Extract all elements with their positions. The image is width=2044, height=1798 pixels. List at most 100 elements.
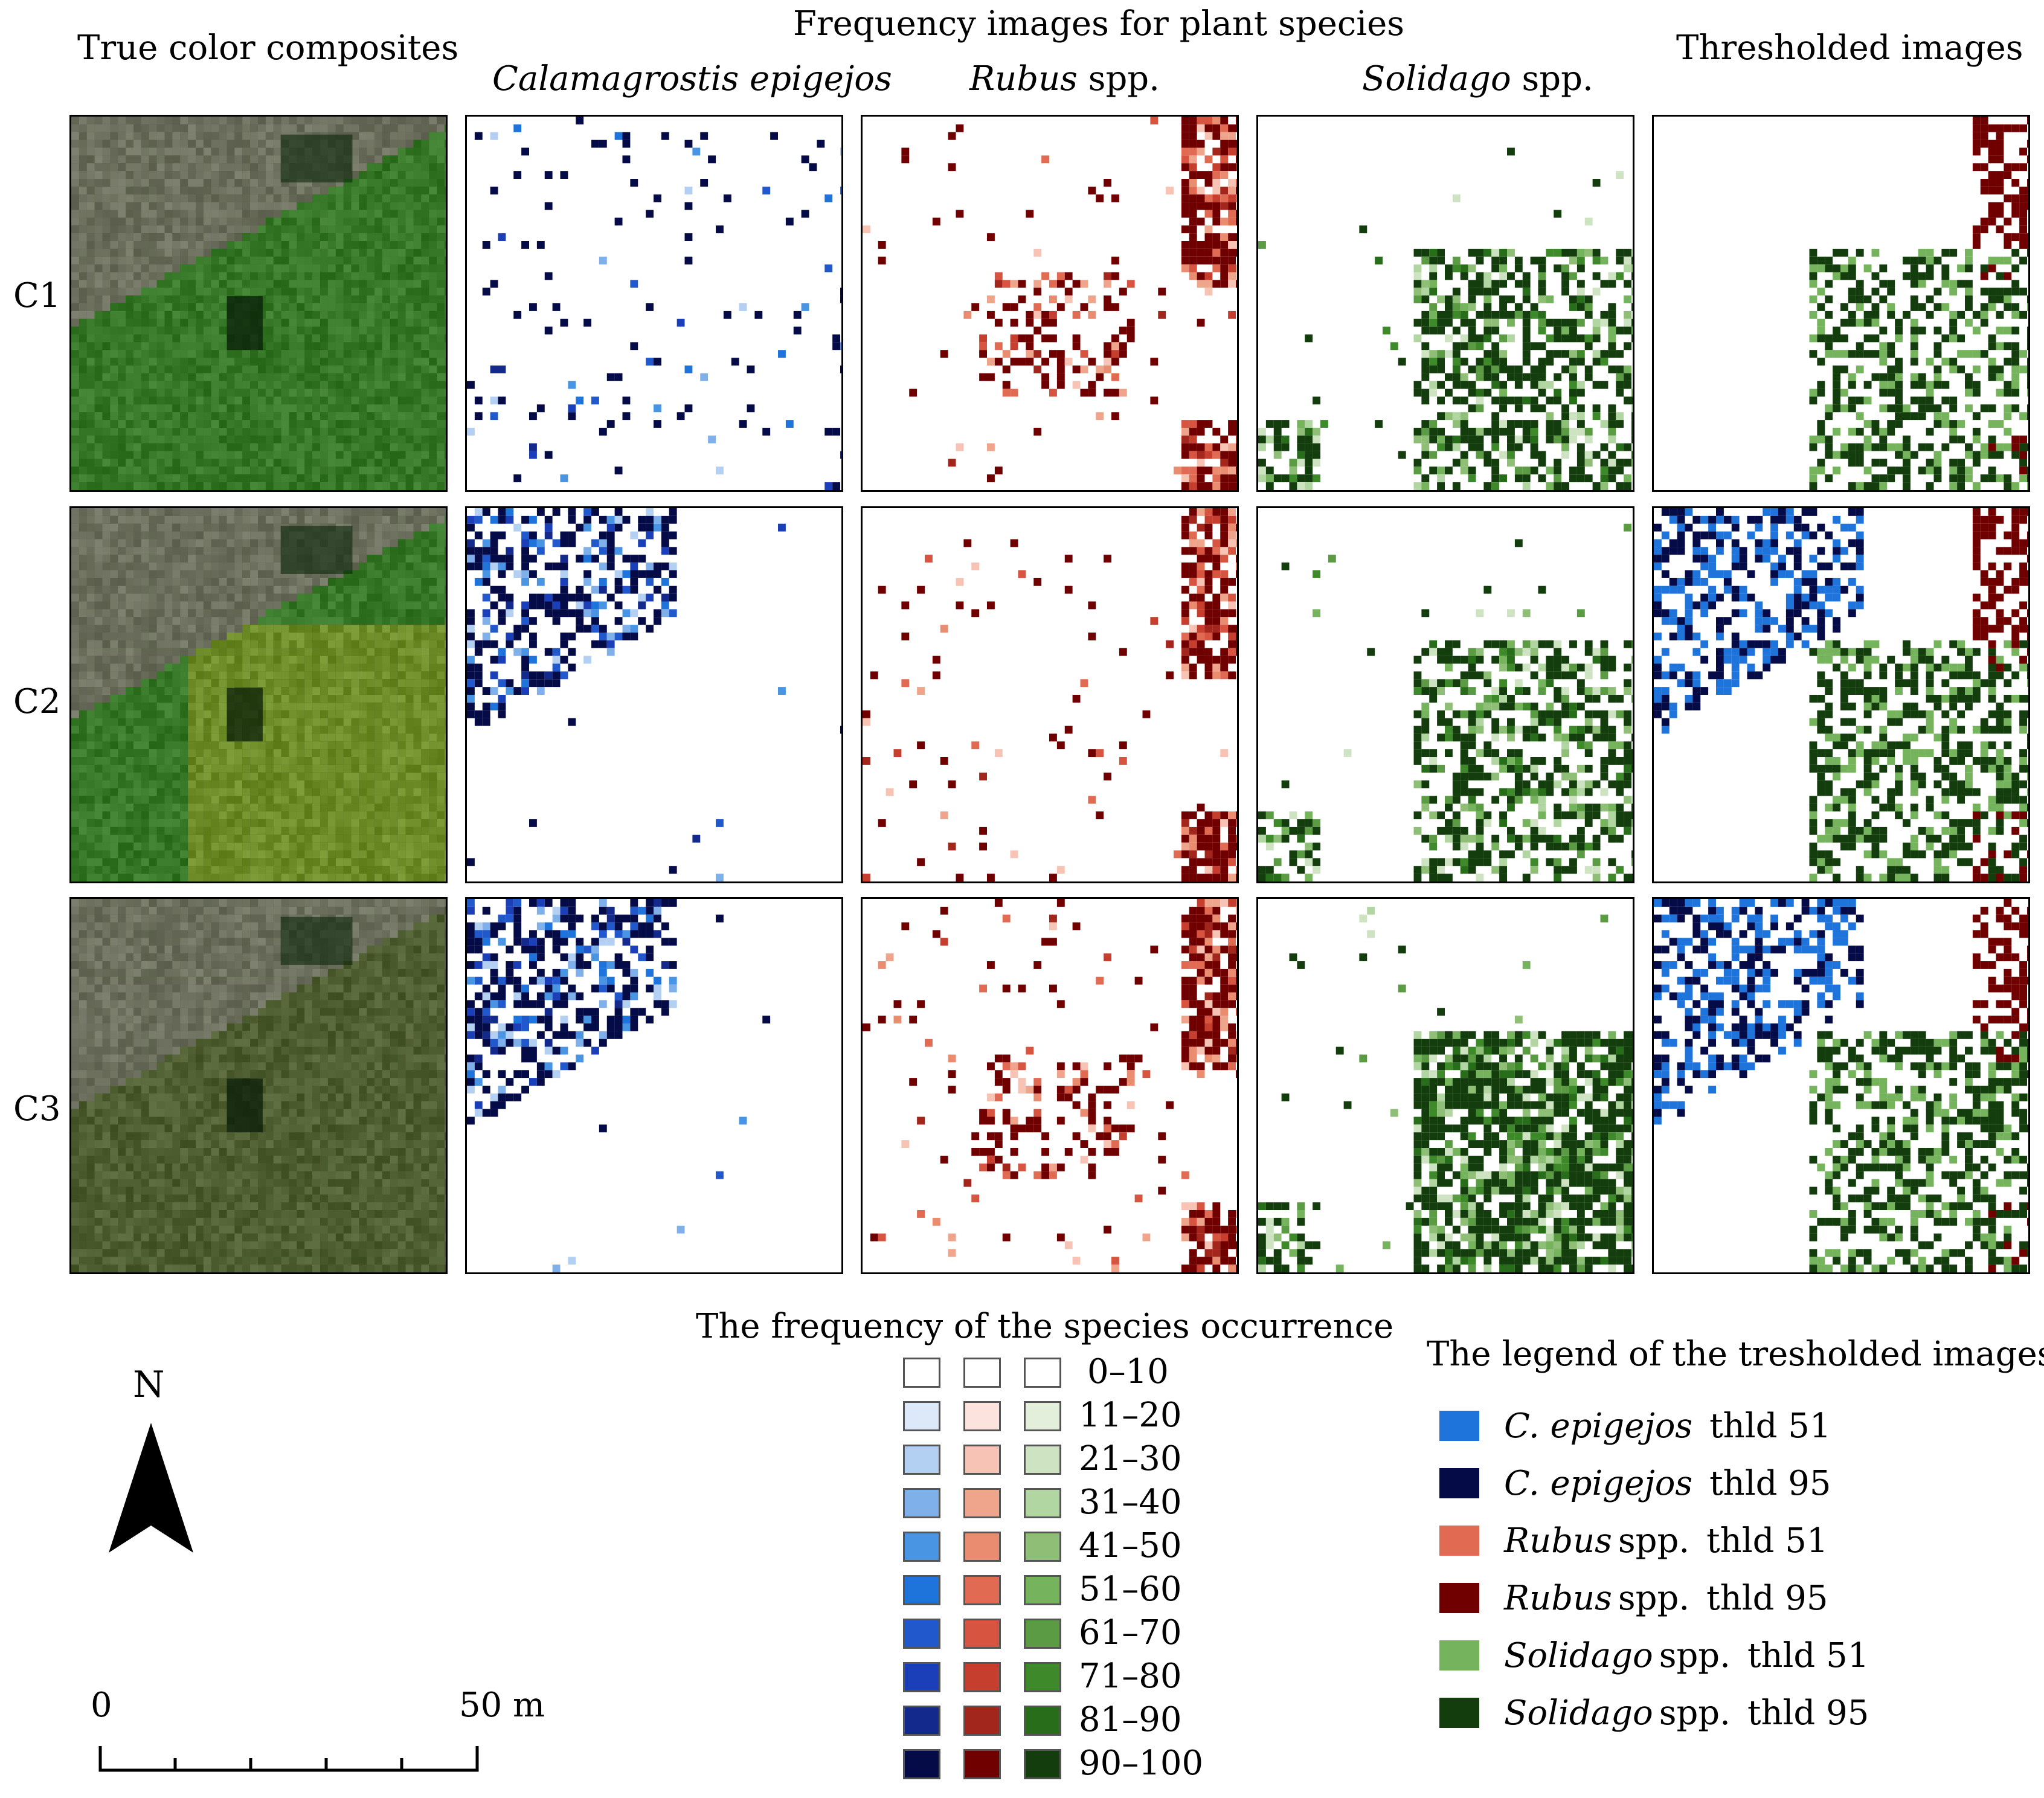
raster-cell	[1980, 303, 1988, 311]
raster-cell	[172, 272, 181, 280]
raster-cell	[79, 373, 87, 381]
raster-cell	[86, 396, 95, 405]
raster-cell	[289, 186, 297, 195]
raster-cell	[374, 474, 383, 483]
raster-cell	[1996, 155, 2004, 164]
raster-cell	[79, 656, 87, 664]
raster-cell	[1212, 202, 1221, 210]
raster-cell	[203, 547, 211, 555]
raster-cell	[544, 202, 553, 210]
raster-cell	[141, 366, 149, 373]
raster-cell	[1988, 210, 1996, 218]
raster-cell	[1220, 482, 1229, 490]
raster-cell	[1189, 272, 1197, 280]
raster-cell	[133, 404, 141, 413]
raster-cell	[421, 420, 429, 428]
raster-cell	[367, 272, 375, 280]
raster-cell	[250, 396, 259, 405]
raster-cell	[118, 124, 126, 132]
raster-cell	[421, 186, 429, 195]
raster-cell	[133, 155, 141, 164]
raster-cell	[133, 210, 141, 218]
raster-cell	[312, 326, 321, 335]
raster-cell	[1910, 412, 1918, 420]
raster-cell	[2011, 163, 2020, 172]
raster-cell	[86, 350, 95, 358]
raster-cell	[94, 663, 103, 672]
raster-cell	[164, 350, 173, 358]
raster-cell	[188, 459, 196, 467]
raster-cell	[1972, 459, 1981, 467]
raster-cell	[429, 640, 437, 648]
col-title-rubus: Rubus spp.	[969, 62, 1160, 96]
raster-cell	[149, 466, 157, 475]
raster-cell	[1111, 373, 1119, 381]
raster-cell	[118, 443, 126, 451]
raster-cell	[273, 140, 281, 148]
raster-cell	[437, 570, 445, 578]
raster-cell	[1236, 474, 1237, 483]
raster-cell	[1491, 474, 1500, 483]
raster-cell	[390, 147, 398, 156]
raster-cell	[86, 334, 95, 343]
raster-cell	[405, 562, 414, 570]
raster-cell	[297, 350, 305, 358]
raster-cell	[1460, 396, 1468, 405]
raster-cell	[118, 373, 126, 381]
raster-cell	[86, 388, 95, 397]
raster-cell	[164, 601, 173, 610]
raster-cell	[320, 318, 328, 327]
raster-cell	[289, 443, 297, 451]
raster-cell	[1398, 451, 1406, 459]
raster-cell	[1856, 396, 1864, 405]
raster-cell	[374, 609, 383, 617]
raster-cell	[149, 186, 157, 195]
raster-cell	[739, 303, 747, 311]
raster-cell	[133, 124, 141, 132]
raster-cell	[265, 280, 274, 288]
raster-cell	[1010, 388, 1018, 397]
raster-cell	[327, 578, 336, 586]
raster-cell	[405, 404, 414, 413]
raster-cell	[188, 264, 196, 272]
raster-cell	[1258, 435, 1266, 443]
raster-cell	[86, 366, 95, 373]
raster-cell	[2011, 381, 2020, 389]
raster-cell	[126, 147, 134, 156]
raster-cell	[994, 272, 1003, 280]
raster-cell	[250, 625, 259, 633]
raster-cell	[320, 280, 328, 288]
raster-cell	[359, 124, 367, 132]
raster-cell	[1561, 451, 1570, 459]
raster-cell	[211, 218, 219, 226]
raster-cell	[196, 515, 204, 524]
raster-cell	[351, 609, 359, 617]
raster-cell	[149, 593, 157, 602]
raster-cell	[335, 474, 344, 483]
raster-cell	[250, 474, 259, 483]
raster-cell	[367, 656, 375, 664]
raster-cell	[312, 420, 321, 428]
raster-cell	[397, 459, 406, 467]
raster-cell	[994, 318, 1003, 327]
raster-cell	[397, 435, 406, 443]
raster-cell	[94, 515, 103, 524]
raster-cell	[118, 633, 126, 640]
raster-cell	[180, 218, 188, 226]
raster-cell	[1996, 443, 2004, 451]
raster-cell	[71, 451, 79, 459]
raster-cell	[421, 578, 429, 586]
raster-cell	[250, 539, 259, 547]
raster-cell	[304, 350, 313, 358]
raster-cell	[203, 671, 211, 680]
raster-cell	[94, 155, 103, 164]
raster-cell	[219, 663, 227, 672]
raster-cell	[1972, 350, 1981, 358]
raster-cell	[211, 280, 219, 288]
raster-cell	[327, 420, 336, 428]
raster-cell	[297, 124, 305, 132]
raster-cell	[196, 124, 204, 132]
raster-cell	[219, 280, 227, 288]
raster-cell	[1228, 311, 1236, 319]
raster-cell	[320, 194, 328, 202]
